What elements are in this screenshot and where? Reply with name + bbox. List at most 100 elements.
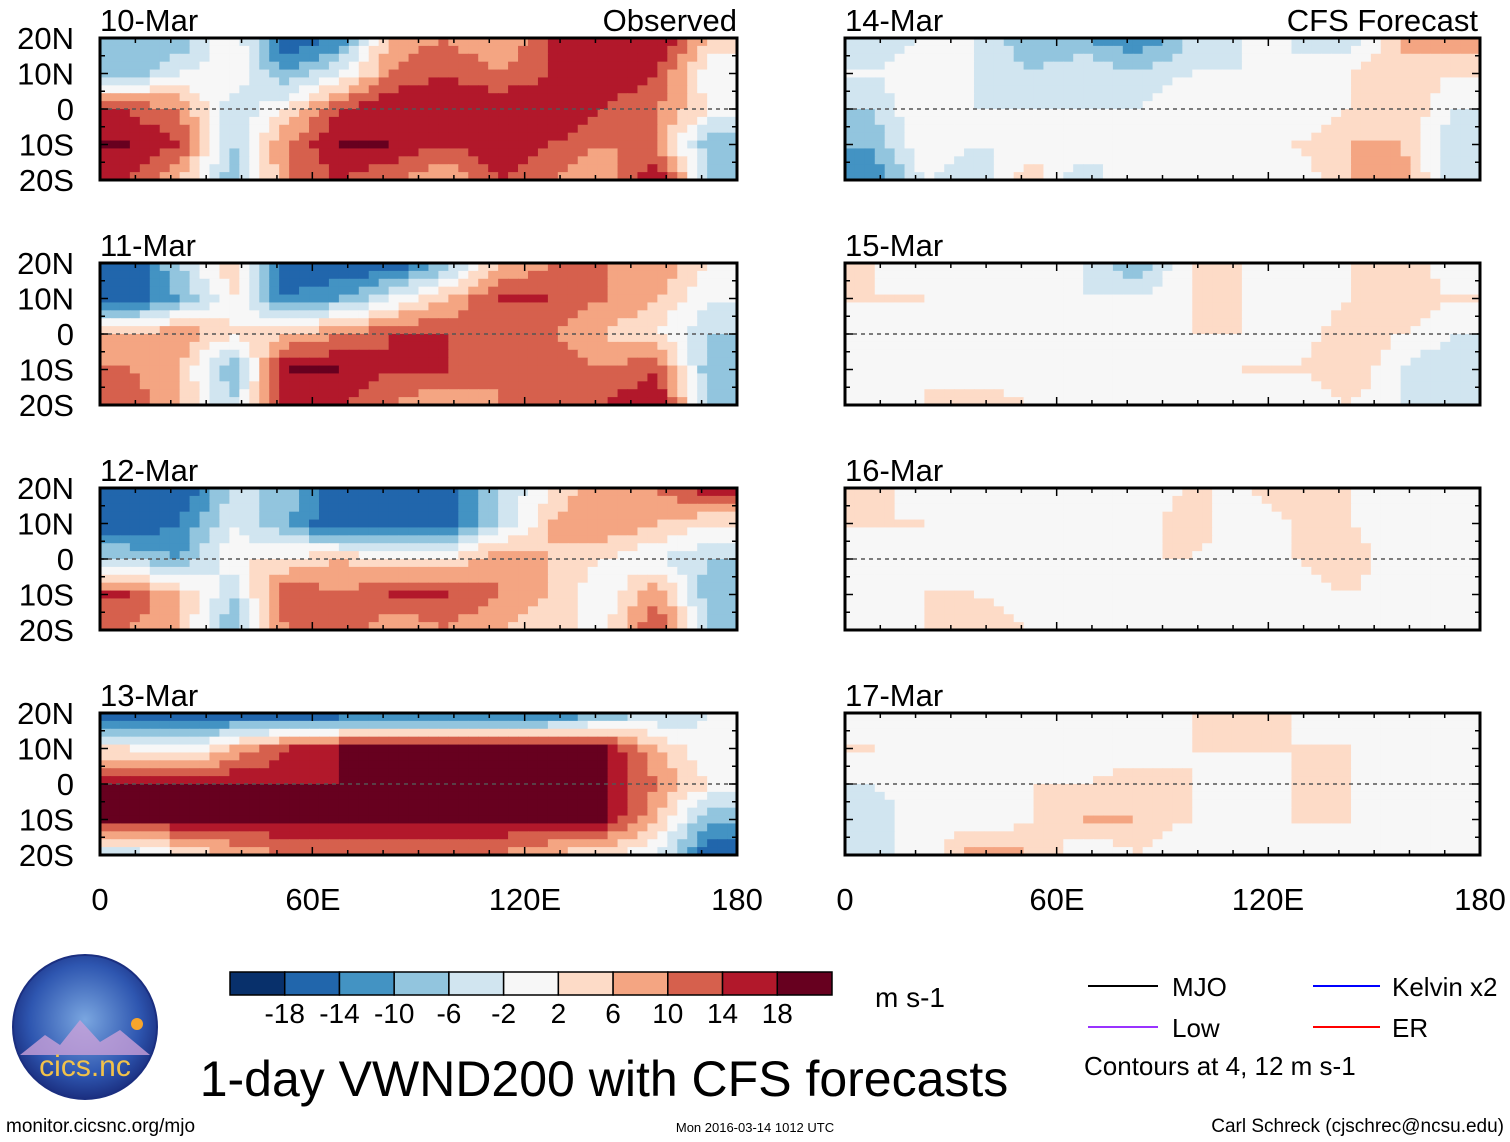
heatmap-cell	[100, 736, 111, 746]
heatmap-cell	[1222, 38, 1233, 47]
heatmap-cell	[627, 334, 639, 343]
heatmap-cell	[667, 93, 678, 102]
heatmap-cell	[727, 511, 738, 521]
heatmap-cell	[328, 357, 340, 367]
heatmap-cell	[229, 495, 240, 505]
heatmap-cell	[607, 270, 619, 280]
heatmap-cell	[179, 807, 191, 817]
heatmap-cell	[348, 69, 360, 79]
heatmap-cell	[617, 590, 629, 600]
heatmap-cell	[904, 45, 916, 55]
heatmap-cell	[279, 61, 290, 71]
heatmap-cell	[408, 381, 420, 390]
heatmap-cell	[249, 286, 260, 296]
heatmap-cell	[458, 807, 469, 817]
heatmap-cell	[139, 799, 151, 809]
heatmap-cell	[1172, 45, 1183, 55]
heatmap-cell	[159, 294, 171, 304]
heatmap-cell	[169, 334, 181, 343]
heatmap-cell	[179, 736, 191, 746]
heatmap-cell	[617, 365, 629, 375]
heatmap-cell	[309, 349, 320, 359]
heatmap-cell	[189, 302, 201, 311]
heatmap-cell	[547, 310, 559, 319]
heatmap-cell	[468, 263, 479, 272]
heatmap-cell	[607, 713, 619, 722]
heatmap-cell	[577, 598, 589, 607]
heatmap-cell	[1351, 38, 1362, 47]
heatmap-cell	[1450, 38, 1461, 47]
heatmap-cell	[299, 535, 310, 544]
heatmap-cell	[109, 799, 121, 809]
heatmap-cell	[498, 294, 509, 304]
heatmap-cell	[279, 736, 290, 746]
heatmap-cell	[289, 109, 300, 118]
heatmap-cell	[647, 527, 658, 536]
heatmap-cell	[687, 278, 698, 288]
heatmap-cell	[667, 720, 678, 730]
heatmap-cell	[309, 148, 320, 157]
heatmap-cell	[597, 784, 609, 793]
heatmap-cell	[468, 53, 479, 63]
heatmap-cell	[647, 397, 658, 406]
heatmap-cell	[318, 365, 330, 375]
heatmap-cell	[657, 831, 668, 840]
heatmap-cell	[527, 326, 539, 335]
heatmap-cell	[428, 495, 439, 505]
heatmap-cell	[309, 519, 320, 529]
heatmap-cell	[388, 791, 400, 801]
heatmap-cell	[189, 519, 201, 529]
heatmap-cell	[677, 614, 688, 623]
heatmap-cell	[279, 831, 290, 840]
heatmap-cell	[478, 270, 489, 280]
heatmap-cell	[408, 559, 420, 568]
heatmap-cell	[139, 109, 151, 118]
heatmap-cell	[368, 807, 380, 817]
heatmap-cell	[348, 720, 360, 730]
heatmap-cell	[169, 551, 181, 560]
heatmap-cell	[239, 752, 250, 761]
heatmap-cell	[587, 53, 599, 63]
heatmap-cell	[468, 847, 479, 856]
heatmap-cell	[667, 326, 678, 335]
heatmap-cell	[478, 116, 489, 126]
heatmap-cell	[209, 302, 221, 311]
heatmap-cell	[129, 566, 141, 576]
heatmap-cell	[508, 341, 519, 351]
heatmap-cell	[199, 823, 211, 832]
heatmap-cell	[498, 768, 509, 777]
heatmap-cell	[119, 720, 131, 730]
heatmap-cell	[547, 61, 559, 71]
heatmap-cell	[149, 334, 161, 343]
heatmap-cell	[169, 294, 181, 304]
heatmap-cell	[498, 598, 509, 607]
heatmap-cell	[279, 38, 290, 47]
heatmap-cell	[398, 270, 410, 280]
heatmap-cell	[518, 582, 529, 592]
heatmap-cell	[119, 172, 131, 181]
heatmap-cell	[727, 847, 738, 856]
heatmap-cell	[109, 172, 121, 181]
heatmap-cell	[229, 101, 240, 110]
heatmap-cell	[567, 559, 579, 568]
heatmap-cell	[1122, 45, 1134, 55]
heatmap-cell	[229, 519, 240, 529]
heatmap-cell	[199, 606, 211, 615]
heatmap-cell	[547, 294, 559, 304]
heatmap-cell	[707, 294, 718, 304]
heatmap-cell	[647, 310, 658, 319]
heatmap-cell	[299, 116, 310, 126]
heatmap-cell	[518, 45, 529, 55]
heatmap-cell	[448, 53, 459, 63]
heatmap-cell	[328, 156, 340, 165]
heatmap-cell	[488, 326, 499, 335]
heatmap-cell	[418, 132, 430, 142]
heatmap-cell	[894, 38, 906, 47]
heatmap-cell	[498, 839, 509, 848]
heatmap-cell	[627, 93, 639, 102]
heatmap-cell	[348, 77, 360, 86]
heatmap-cell	[378, 389, 390, 398]
heatmap-cell	[667, 551, 678, 560]
heatmap-cell	[707, 270, 718, 280]
heatmap-cell	[378, 839, 390, 848]
